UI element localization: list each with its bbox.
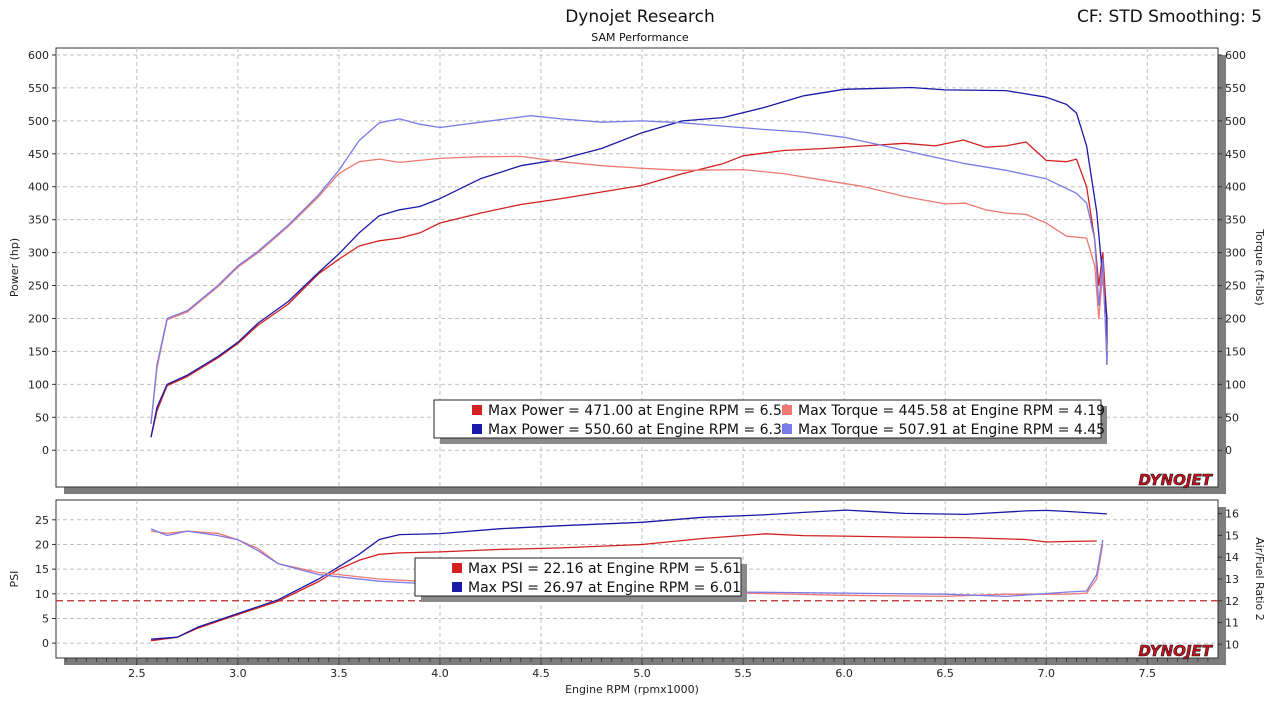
power-torque-panel: 0 0 50 50 100 100 150 150 200 200 250 250 300 300 350 3… [8,47,1266,494]
series-line-power_blue [150,86,1108,438]
x-tick-label: 5.5 [734,667,752,680]
y-tick-label: 10 [35,588,49,601]
y-tick-label: 500 [28,115,49,128]
y-right-tick-label: 500 [1225,115,1246,128]
y-tick-label: 200 [28,312,49,325]
y-right-tick-label: 300 [1225,247,1246,260]
x-axis-label: Engine RPM (rpmx1000) [565,683,699,696]
x-tick-label: 7.0 [1037,667,1055,680]
y-tick-label: 350 [28,214,49,227]
legend-swatch [782,405,792,415]
y-tick-label: 600 [28,49,49,62]
legend-box [414,557,742,597]
x-axis: 2.5 3.0 3.5 4.0 4.5 5.0 5.5 6.0 6.5 7.0 7.5 Engine … [65,658,1209,696]
legend-swatch [452,563,462,573]
y-right-tick-label: 15 [1225,529,1239,542]
legend-swatch [472,424,482,434]
y-right-tick-label: 350 [1225,214,1246,227]
y-tick-label: 0 [42,637,49,650]
y-right-tick-label: 11 [1225,617,1239,630]
dynojet-logo: DYNOJET [1138,642,1213,660]
y-right-tick-label: 0 [1225,444,1232,457]
y-right-tick-label: 14 [1225,551,1239,564]
x-tick-label: 3.5 [330,667,348,680]
x-tick-label: 2.5 [128,667,146,680]
y-tick-label: 450 [28,148,49,161]
series-line-power_red [150,533,1097,642]
x-tick-label: 6.0 [835,667,853,680]
legend-entry: Max Power = 471.00 at Engine RPM = 6.59 [488,403,791,419]
y-right-axis-label: Torque (ft-lbs) [1253,228,1266,305]
chart-title: Dynojet Research [565,7,715,27]
y-right-tick-label: 50 [1225,411,1239,424]
y-right-tick-label: 150 [1225,345,1246,358]
legend-swatch [782,424,792,434]
y-tick-label: 150 [28,345,49,358]
y-tick-label: 400 [28,181,49,194]
x-tick-label: 3.0 [229,667,247,680]
y-axis-label: PSI [8,571,21,588]
y-axis-label: Power (hp) [8,238,21,297]
y-tick-label: 300 [28,247,49,260]
series-line-power_red [150,139,1108,438]
series-line-power_blue [150,509,1107,640]
y-tick-label: 20 [35,538,49,551]
y-right-tick-label: 200 [1225,312,1246,325]
y-right-tick-label: 13 [1225,573,1239,586]
y-right-tick-label: 16 [1225,508,1239,521]
legend-box [433,399,1102,439]
correction-factor-label: CF: STD Smoothing: 5 [1077,7,1262,27]
y-right-tick-label: 600 [1225,49,1246,62]
y-tick-label: 25 [35,514,49,527]
y-tick-label: 550 [28,82,49,95]
y-right-tick-label: 100 [1225,378,1246,391]
x-tick-label: 5.0 [633,667,651,680]
y-tick-label: 0 [42,444,49,457]
y-right-tick-label: 400 [1225,181,1246,194]
x-tick-label: 7.5 [1139,667,1157,680]
y-tick-label: 5 [42,612,49,625]
legend-entry: Max PSI = 22.16 at Engine RPM = 5.61 [468,561,741,577]
legend-entry: Max Power = 550.60 at Engine RPM = 6.33 [488,422,791,438]
legend-entry: Max Torque = 507.91 at Engine RPM = 4.45 [798,422,1105,438]
series-line-torque_blue [150,115,1108,424]
chart-subtitle: SAM Performance [591,31,689,44]
x-tick-label: 4.5 [532,667,550,680]
y-right-axis-label: Air/Fuel Ratio 2 [1253,537,1266,621]
x-tick-label: 4.0 [431,667,449,680]
legend-entry: Max PSI = 26.97 at Engine RPM = 6.01 [468,580,741,596]
dynojet-logo: DYNOJET [1138,471,1213,489]
y-tick-label: 250 [28,280,49,293]
legend-swatch [452,582,462,592]
x-tick-label: 6.5 [936,667,954,680]
y-right-tick-label: 250 [1225,280,1246,293]
y-right-tick-label: 12 [1225,595,1239,608]
y-tick-label: 100 [28,378,49,391]
legend-entry: Max Torque = 445.58 at Engine RPM = 4.19 [798,403,1105,419]
series-line-torque_red [150,155,1108,424]
y-tick-label: 50 [35,411,49,424]
y-right-tick-label: 550 [1225,82,1246,95]
y-tick-label: 15 [35,563,49,576]
legend-swatch [472,405,482,415]
y-right-tick-label: 10 [1225,638,1239,651]
psi-afr-panel: 0 5 10 15 20 25 10 11 12 13 14 15 16 PSI Air/Fuel Rati… [8,499,1266,665]
y-right-tick-label: 450 [1225,148,1246,161]
